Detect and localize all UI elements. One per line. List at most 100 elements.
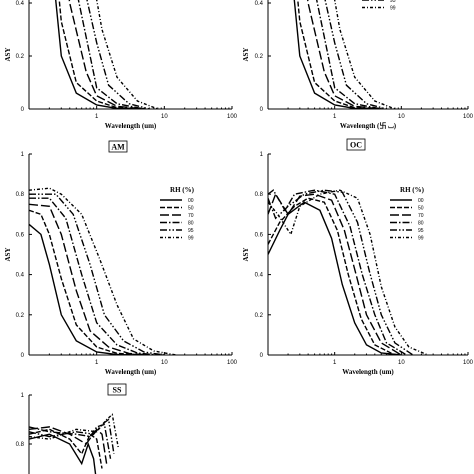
y-tick-label: 0.2 <box>16 313 25 319</box>
chart-panel-4: 1 10 100 Wavelength (um) 0 0.2 0.4 0.6 0.8 1 ASY RH… <box>242 152 474 376</box>
legend-label: 50 <box>188 206 194 212</box>
series-line-5 <box>86 0 150 109</box>
series-line-50 <box>268 197 396 355</box>
series-line-4 <box>315 0 382 109</box>
x-axis-label: Wavelength (um) <box>105 368 157 376</box>
x-tick-label: 10 <box>161 114 168 120</box>
legend-label: 80 <box>418 221 424 227</box>
y-tick-label: 0.2 <box>255 54 264 60</box>
y-tick-label: 0.2 <box>255 313 264 319</box>
y-tick-label: 0.4 <box>16 1 25 7</box>
y-tick-label: 0.4 <box>255 1 264 7</box>
series-line-95 <box>268 189 414 355</box>
y-tick-label: 0 <box>260 107 264 113</box>
y-axis-label: ASY <box>4 47 12 61</box>
y-tick-label: 0.6 <box>255 232 264 238</box>
panel-label: OC <box>350 141 362 150</box>
series-line-1 <box>29 433 97 474</box>
series-line-50 <box>29 209 145 355</box>
y-tick-label: 0 <box>21 107 25 113</box>
legend-title: RH (%) <box>170 186 195 194</box>
series-line-4 <box>29 423 112 459</box>
y-tick-label: 0.8 <box>16 192 25 198</box>
series-line-4 <box>77 0 145 109</box>
series-line-6 <box>29 413 120 450</box>
x-tick-label: 1 <box>333 114 337 120</box>
x-tick-label: 10 <box>398 114 405 120</box>
legend-label: 50 <box>418 206 424 212</box>
x-tick-label: 10 <box>398 360 405 366</box>
x-axis-label: Wavelength (um) <box>105 122 157 130</box>
series-line-3 <box>68 0 145 109</box>
legend-label: 99 <box>188 236 194 242</box>
series-group <box>268 189 429 355</box>
series-line-80 <box>268 189 407 355</box>
legend-label: 80 <box>188 221 194 227</box>
x-tick-label: 1 <box>333 360 337 366</box>
legend-label: 95 <box>390 0 396 4</box>
series-line-3 <box>29 426 108 464</box>
series-group <box>29 187 177 355</box>
legend-label: 95 <box>188 228 194 234</box>
y-tick-label: 0 <box>260 353 264 359</box>
x-tick-label: 100 <box>227 114 238 120</box>
legend-title: RH (%) <box>400 186 425 194</box>
x-tick-label: 100 <box>463 114 474 120</box>
panel-label: AM <box>111 143 125 152</box>
x-tick-label: 100 <box>463 360 474 366</box>
series-line-95 <box>324 0 387 109</box>
y-tick-label: 0.6 <box>16 232 25 238</box>
legend-label: 99 <box>390 6 396 12</box>
series-group <box>293 0 396 109</box>
x-axis-label: Wavelength (卐 ⌴) <box>340 122 397 130</box>
series-line-70 <box>29 203 150 355</box>
series-line-99 <box>268 189 429 355</box>
series-line-99 <box>29 187 177 355</box>
y-tick-label: 0 <box>21 353 25 359</box>
x-tick-label: 100 <box>227 360 238 366</box>
series-group <box>55 0 159 109</box>
series-line-00 <box>29 223 145 355</box>
series-group <box>29 413 120 474</box>
legend-label: 00 <box>418 198 424 204</box>
y-tick-label: 0.4 <box>255 273 264 279</box>
y-tick-label: 0.8 <box>255 192 264 198</box>
series-line-80 <box>29 197 158 355</box>
x-axis-label: Wavelength (um) <box>342 368 394 376</box>
panel-label-box <box>346 138 366 151</box>
series-line-99 <box>333 0 396 109</box>
legend-label: 70 <box>418 213 424 219</box>
chart-panel-5: 0.81 <box>16 393 120 474</box>
legend-label: 00 <box>188 198 194 204</box>
series-line-3 <box>307 0 382 109</box>
legend: 95 99 <box>362 0 396 12</box>
x-tick-label: 1 <box>95 114 99 120</box>
legend-label: 70 <box>188 213 194 219</box>
y-axis-label: ASY <box>242 247 250 261</box>
x-tick-label: 1 <box>95 360 99 366</box>
legend-label: 99 <box>418 236 424 242</box>
y-tick-label: 0.8 <box>16 442 25 448</box>
y-tick-label: 1 <box>21 152 25 158</box>
series-line-5 <box>29 418 115 454</box>
y-tick-label: 0.4 <box>16 273 25 279</box>
legend-label: 95 <box>418 228 424 234</box>
y-tick-label: 0.2 <box>16 54 25 60</box>
series-line-2 <box>29 428 103 469</box>
y-axis-label: ASY <box>4 247 12 261</box>
chart-panel-1: 1 10 100 Wavelength (um) 0 0.2 0.4 ASY AM <box>4 0 238 153</box>
series-line-00 <box>268 201 402 355</box>
series-line-2 <box>58 0 145 109</box>
series-line-95 <box>29 193 165 355</box>
y-axis-label: ASY <box>242 47 250 61</box>
panel-label: SS <box>113 386 122 395</box>
x-tick-label: 10 <box>161 360 168 366</box>
series-line-2 <box>297 0 382 109</box>
y-tick-label: 1 <box>21 393 25 399</box>
y-tick-label: 1 <box>260 152 264 158</box>
series-line-6 <box>95 0 159 109</box>
